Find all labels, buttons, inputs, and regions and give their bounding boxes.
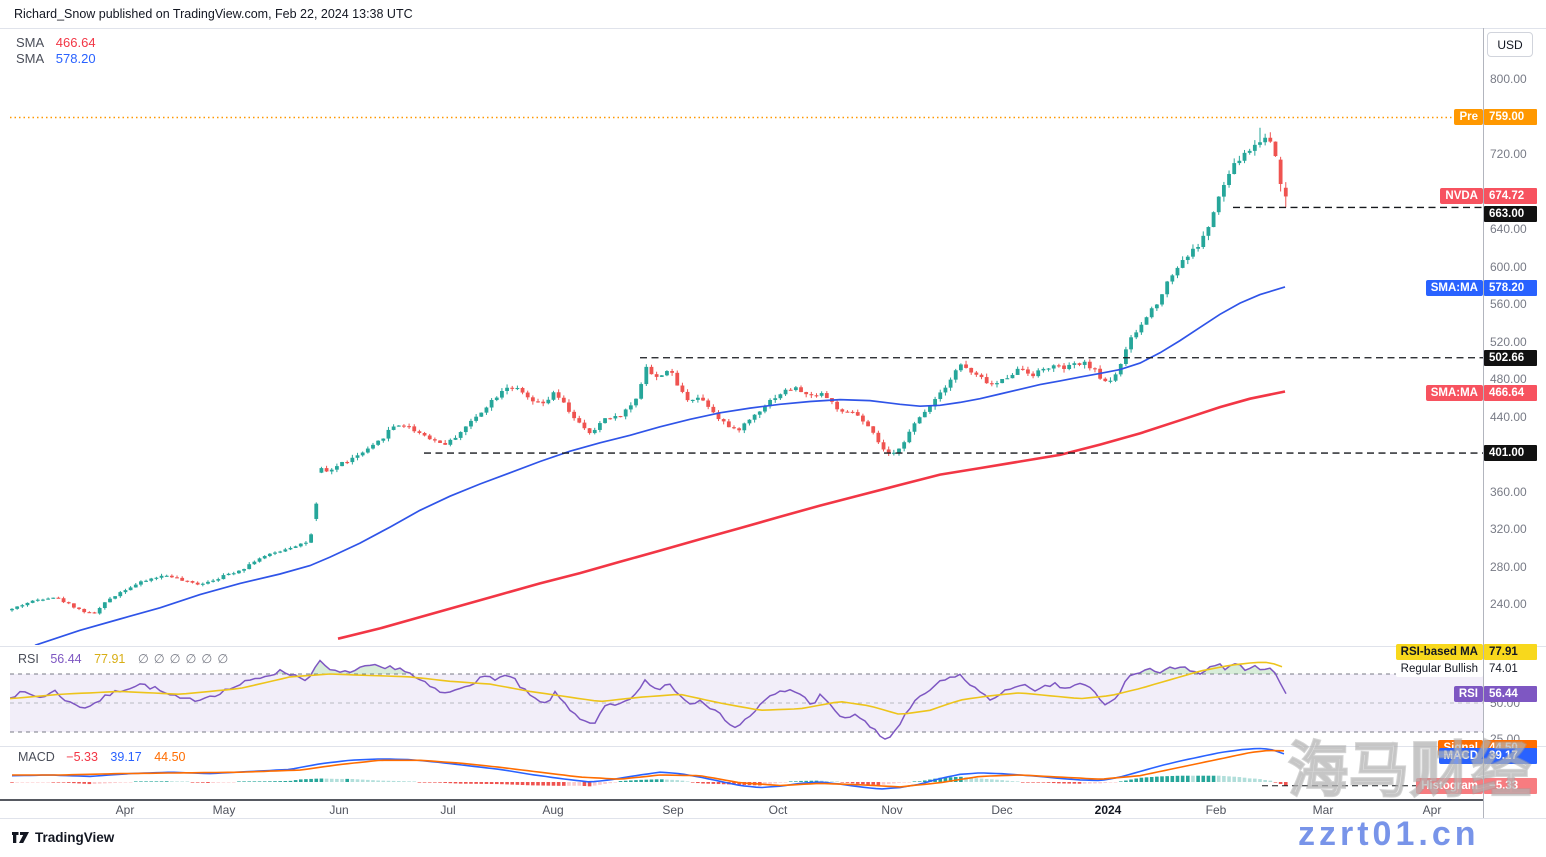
macd-label: MACD: [18, 750, 55, 764]
sma-slow-value: 466.64: [55, 35, 96, 50]
time-tick: Oct: [768, 803, 788, 817]
price-tick: 560.00: [1490, 297, 1527, 311]
axis-badge-label-macd-histogram: Histogram: [1416, 778, 1483, 794]
price-tick: 320.00: [1490, 522, 1527, 536]
axis-badge-value-level-663: 663.00: [1484, 206, 1537, 222]
axis-badge-value-rsi-ma: 77.91: [1484, 644, 1537, 660]
sma-slow-label: SMA: [16, 35, 45, 50]
price-tick: 440.00: [1490, 409, 1527, 424]
time-tick: Nov: [881, 803, 903, 817]
axis-badge-value-rsi-divergence: 74.01: [1484, 661, 1537, 677]
axis-badge-value-sma-slow: 466.64: [1484, 385, 1537, 401]
axis-badge-label-sma-slow: SMA:MA: [1425, 385, 1483, 401]
price-tick: 800.00: [1490, 72, 1527, 86]
axis-badge-label-sma-fast: SMA:MA: [1425, 280, 1483, 296]
axis-badge-label-pre-price: Pre: [1454, 109, 1483, 125]
currency-button[interactable]: USD: [1487, 32, 1533, 57]
price-tick: 480.00: [1490, 372, 1527, 386]
price-tick: 720.00: [1490, 147, 1527, 161]
time-tick: Jun: [329, 803, 349, 817]
axis-badge-label-rsi-divergence: Regular Bullish: [1395, 661, 1483, 677]
rsi-legend: RSI 56.44 77.91 ∅ ∅ ∅ ∅ ∅ ∅: [18, 651, 233, 666]
sma-fast-value: 578.20: [55, 51, 96, 66]
axis-badge-label-rsi: RSI: [1453, 686, 1483, 702]
rsi-label: RSI: [18, 652, 39, 666]
sma-fast-label: SMA: [16, 51, 45, 66]
rsi-empty-param-icon: ∅: [137, 652, 149, 666]
price-tick: 280.00: [1490, 559, 1527, 574]
time-tick: Feb: [1205, 803, 1227, 817]
axis-badge-value-last-price: 674.72: [1484, 188, 1537, 204]
time-tick: May: [212, 803, 236, 817]
rsi-empty-param-icon: ∅: [169, 652, 181, 666]
time-tick: Aug: [542, 803, 564, 817]
rsi-empty-param-icon: ∅: [217, 652, 229, 666]
axis-badge-value-sma-fast: 578.20: [1484, 280, 1537, 296]
time-tick: Sep: [662, 803, 684, 817]
time-tick: 2024: [1094, 803, 1122, 817]
macd-line-value: 39.17: [110, 750, 142, 764]
rsi-value: 56.44: [50, 652, 82, 666]
axis-badge-value-macd-histogram: −5.33: [1484, 778, 1537, 794]
axis-badge-value-rsi: 56.44: [1484, 686, 1537, 702]
sma-legend: SMA 466.64 SMA 578.20: [16, 35, 105, 67]
axis-badge-label-rsi-ma: RSI-based MA: [1395, 644, 1483, 660]
price-tick: 240.00: [1490, 597, 1527, 611]
time-tick: Apr: [1422, 803, 1442, 817]
rsi-ma-value: 77.91: [94, 652, 126, 666]
price-tick: 520.00: [1490, 334, 1527, 349]
price-tick: 640.00: [1490, 222, 1527, 236]
rsi-empty-param-icon: ∅: [185, 652, 197, 666]
publish-header: Richard_Snow published on TradingView.co…: [14, 7, 413, 21]
axis-badge-label-macd: MACD: [1438, 748, 1483, 764]
rsi-empty-param-icon: ∅: [153, 652, 165, 666]
axis-badge-value-pre-price: 759.00: [1484, 109, 1537, 125]
time-tick: Mar: [1312, 803, 1334, 817]
axis-badge-value-level-401: 401.00: [1484, 445, 1537, 461]
macd-signal-value: 44.50: [154, 750, 186, 764]
macd-hist-value: −5.33: [66, 750, 98, 764]
time-tick: Dec: [991, 803, 1013, 817]
time-tick: Apr: [115, 803, 135, 817]
axis-badge-label-last-price: NVDA: [1440, 188, 1483, 204]
tradingview-logo-icon: [12, 832, 29, 843]
rsi-empty-param-icon: ∅: [201, 652, 213, 666]
tradingview-logo-text: TradingView: [35, 830, 115, 845]
price-tick: 360.00: [1490, 484, 1527, 499]
axis-badge-value-macd: 39.17: [1484, 748, 1537, 764]
publish-header-text: Richard_Snow published on TradingView.co…: [14, 7, 413, 21]
price-tick: 600.00: [1490, 259, 1527, 274]
rsi-empty-params: ∅ ∅ ∅ ∅ ∅ ∅: [138, 652, 233, 666]
axis-badge-value-level-502: 502.66: [1484, 350, 1537, 366]
macd-legend: MACD −5.33 39.17 44.50: [18, 750, 194, 764]
time-tick: Jul: [440, 803, 456, 817]
tradingview-logo[interactable]: TradingView: [12, 830, 114, 845]
